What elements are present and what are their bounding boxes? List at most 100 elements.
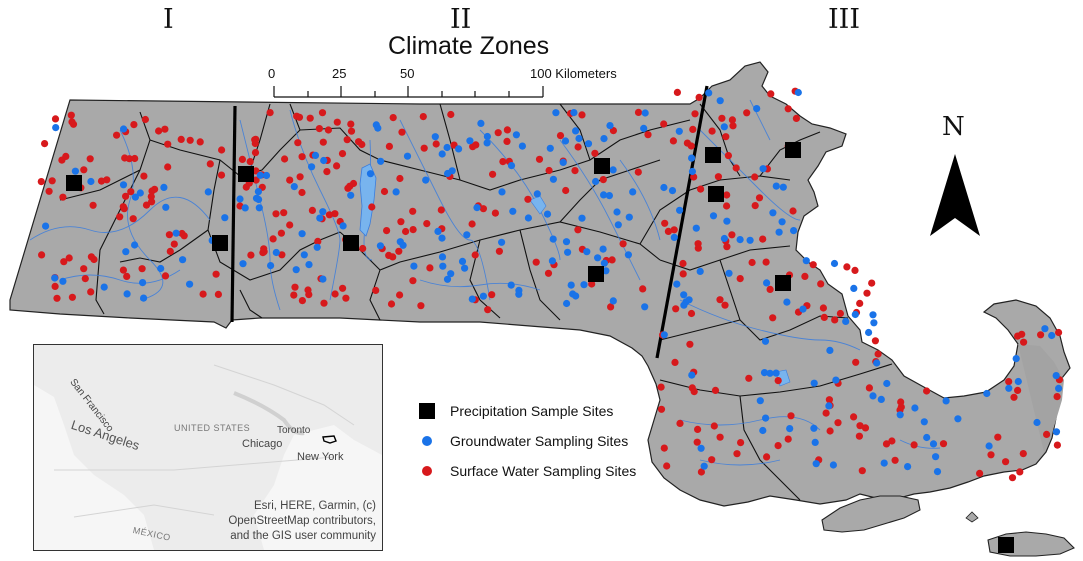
groundwater-site xyxy=(438,234,446,242)
surface-site xyxy=(728,116,737,124)
surface-site xyxy=(314,237,322,245)
groundwater-site xyxy=(236,195,244,203)
surface-site xyxy=(331,210,339,218)
surface-site xyxy=(763,453,771,461)
surface-site xyxy=(694,244,702,252)
surface-site xyxy=(419,113,427,121)
inset-map: San Francisco Los Angeles UNITED STATES … xyxy=(33,344,383,551)
groundwater-site xyxy=(772,182,780,190)
surface-site xyxy=(686,340,694,348)
groundwater-site xyxy=(515,290,523,298)
groundwater-site xyxy=(254,188,262,196)
surface-site xyxy=(865,384,874,392)
surface-site xyxy=(672,305,680,313)
groundwater-site xyxy=(775,228,783,236)
surface-site xyxy=(723,243,731,251)
groundwater-site xyxy=(313,243,321,251)
surface-site xyxy=(544,269,553,277)
groundwater-site xyxy=(760,369,769,377)
groundwater-site xyxy=(825,402,833,410)
groundwater-site xyxy=(524,214,533,222)
surface-site xyxy=(774,442,782,450)
surface-site xyxy=(673,88,682,96)
groundwater-site xyxy=(685,296,693,304)
surface-site xyxy=(826,427,834,435)
surface-site xyxy=(723,191,731,199)
surface-site xyxy=(855,432,864,440)
surface-site xyxy=(1010,393,1018,401)
surface-site xyxy=(748,258,756,267)
groundwater-site xyxy=(583,248,591,256)
groundwater-site xyxy=(262,171,271,180)
groundwater-site xyxy=(640,124,648,132)
groundwater-site xyxy=(832,376,840,384)
surface-site xyxy=(214,290,222,298)
surface-site xyxy=(664,227,673,235)
surface-site xyxy=(724,152,733,160)
surface-site xyxy=(116,213,124,221)
groundwater-site xyxy=(869,392,877,400)
surface-site xyxy=(383,227,391,235)
surface-site xyxy=(863,289,871,297)
surface-site xyxy=(127,188,135,196)
surface-site xyxy=(423,220,431,228)
surface-site xyxy=(242,183,250,191)
surface-site xyxy=(871,337,880,345)
groundwater-site xyxy=(466,137,474,145)
groundwater-site xyxy=(624,251,633,259)
surface-site xyxy=(503,126,511,134)
groundwater-site xyxy=(509,207,517,215)
surface-site xyxy=(468,220,476,228)
surface-site xyxy=(535,155,544,163)
surface-site xyxy=(1014,386,1022,394)
surface-site xyxy=(119,266,127,274)
groundwater-site xyxy=(305,261,313,269)
surface-site xyxy=(218,146,226,154)
groundwater-site xyxy=(160,183,168,191)
groundwater-site xyxy=(599,245,607,253)
surface-site xyxy=(639,285,647,293)
groundwater-site xyxy=(564,248,572,256)
groundwater-site xyxy=(374,124,382,132)
surface-site xyxy=(119,203,127,211)
surface-site xyxy=(164,140,172,148)
surface-site xyxy=(387,300,396,308)
surface-site xyxy=(676,419,684,427)
surface-site xyxy=(716,433,724,441)
groundwater-site xyxy=(290,183,298,191)
surface-site xyxy=(888,437,896,445)
groundwater-site xyxy=(399,241,407,249)
groundwater-site xyxy=(339,222,347,230)
surface-site xyxy=(333,118,341,126)
surface-site xyxy=(697,185,705,193)
groundwater-site xyxy=(613,208,621,216)
groundwater-site xyxy=(753,105,761,113)
legend-item-surface: Surface Water Sampling Sites xyxy=(418,461,636,481)
surface-site xyxy=(732,164,740,172)
surface-site xyxy=(619,240,627,248)
surface-site xyxy=(679,270,687,278)
surface-site xyxy=(277,229,285,237)
precipitation-site xyxy=(66,175,82,191)
surface-site xyxy=(524,195,532,203)
surface-site xyxy=(882,440,891,448)
surface-site xyxy=(125,155,133,163)
groundwater-site xyxy=(609,297,617,305)
surface-site xyxy=(822,409,830,417)
surface-site xyxy=(166,247,174,255)
surface-site xyxy=(743,109,751,117)
surface-site xyxy=(891,456,899,464)
legend-item-groundwater: Groundwater Sampling Sites xyxy=(418,431,628,451)
precipitation-site xyxy=(588,266,604,282)
surface-site xyxy=(495,247,503,255)
groundwater-site xyxy=(119,181,128,189)
groundwater-site xyxy=(705,89,713,97)
surface-site xyxy=(661,219,669,227)
groundwater-site xyxy=(766,369,774,377)
groundwater-site xyxy=(641,109,649,117)
surface-site xyxy=(858,467,866,475)
surface-site xyxy=(874,350,882,358)
surface-site xyxy=(260,245,268,253)
north-label: N xyxy=(942,112,965,142)
groundwater-site xyxy=(479,292,487,300)
